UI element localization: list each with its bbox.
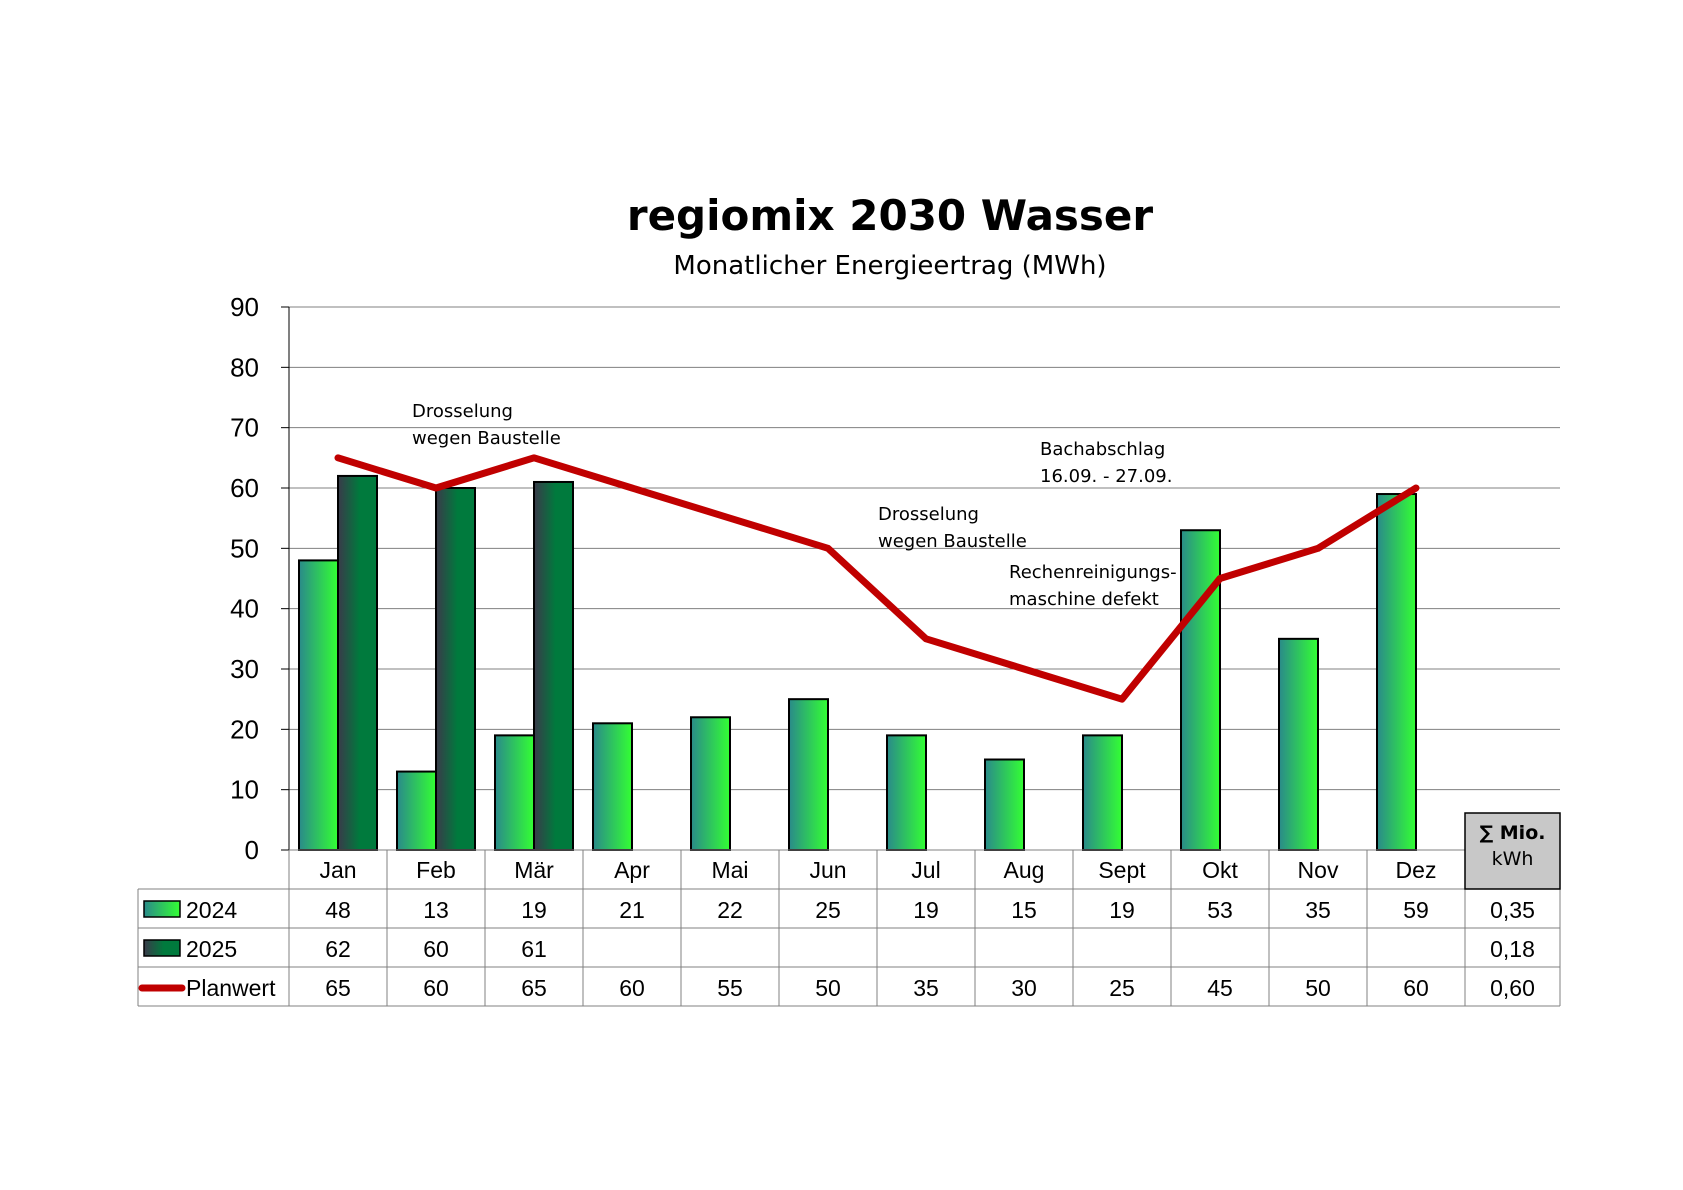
x-tick-label: Aug <box>1004 857 1045 883</box>
bar-2024 <box>298 559 339 852</box>
table-cell-value: 19 <box>521 897 547 923</box>
y-tick-label: 50 <box>230 533 259 563</box>
table-cell-value: 55 <box>717 975 743 1001</box>
y-tick-label: 80 <box>230 352 259 382</box>
bar-2025 <box>435 487 476 851</box>
x-tick-label: Feb <box>416 857 456 883</box>
bar-2024 <box>1082 734 1123 851</box>
table-cell-value: 48 <box>325 897 351 923</box>
annotation-text: wegen Baustelle <box>878 531 1027 552</box>
bar-2024 <box>1180 529 1221 851</box>
table-cell-value: 15 <box>1011 897 1037 923</box>
table-cell-value: 19 <box>913 897 939 923</box>
table-cell-value: 35 <box>1305 897 1331 923</box>
annotation-text: Drosselung <box>878 504 979 525</box>
table-cell-value: 61 <box>521 936 547 962</box>
table-cell-value: 21 <box>619 897 645 923</box>
bar-2024 <box>984 758 1025 851</box>
y-axis-ticks: 0 10 20 30 40 50 60 70 80 90 <box>230 292 259 865</box>
table-cell-value: 22 <box>717 897 743 923</box>
chart-title: regiomix 2030 Wasser <box>627 191 1154 240</box>
x-tick-label: Jul <box>911 857 940 883</box>
x-tick-label: Mär <box>514 857 554 883</box>
table-cell-value: 60 <box>423 975 449 1001</box>
table-cell-value: 65 <box>325 975 351 1001</box>
annotation-text: maschine defekt <box>1009 589 1159 610</box>
annotation-text: Bachabschlag <box>1040 439 1165 460</box>
legend-swatch-2024 <box>143 900 181 918</box>
table-cell-value: 50 <box>815 975 841 1001</box>
bar-2024 <box>592 722 633 851</box>
bars <box>298 474 1417 852</box>
table-sum-value: 0,60 <box>1490 975 1535 1001</box>
table-cell-value: 60 <box>619 975 645 1001</box>
legend-label: Planwert <box>186 975 276 1001</box>
y-tick-label: 30 <box>230 654 259 684</box>
table-cell-value: 50 <box>1305 975 1331 1001</box>
y-tick-label: 40 <box>230 594 259 624</box>
bar-2025 <box>337 474 378 851</box>
chart-subtitle: Monatlicher Energieertrag (MWh) <box>673 251 1106 281</box>
table-sum-value: 0,18 <box>1490 936 1535 962</box>
legend-label: 2025 <box>186 936 237 962</box>
table-cell-value: 30 <box>1011 975 1037 1001</box>
legend-swatch-2025 <box>143 939 181 957</box>
annotation-text: wegen Baustelle <box>412 428 561 449</box>
bar-2024 <box>690 716 731 851</box>
bar-2024 <box>1376 493 1417 851</box>
table-cell-value: 60 <box>423 936 449 962</box>
y-tick-label: 0 <box>245 835 259 865</box>
sum-header-box <box>1464 812 1561 890</box>
x-tick-label: Okt <box>1202 857 1238 883</box>
annotations: Drosselung wegen Baustelle Bachabschlag 16.… <box>412 401 1177 610</box>
annotation-text: Rechenreinigungs- <box>1009 562 1177 583</box>
data-table: Jan Feb Mär Apr Mai Jun Jul Aug Sept Okt Nov Dez ∑ M… <box>137 812 1561 1007</box>
x-tick-label: Nov <box>1298 857 1339 883</box>
sum-header-line1: ∑ Mio. <box>1480 822 1546 844</box>
annotation-text: Drosselung <box>412 401 513 422</box>
bar-2024 <box>396 770 437 851</box>
sum-header-line2: kWh <box>1492 848 1534 870</box>
y-tick-label: 10 <box>230 775 259 805</box>
y-tick-label: 60 <box>230 473 259 503</box>
y-tick-label: 20 <box>230 714 259 744</box>
y-tick-label: 90 <box>230 292 259 322</box>
bar-2025 <box>533 480 574 851</box>
table-cell-value: 25 <box>1109 975 1135 1001</box>
table-cell-value: 13 <box>423 897 449 923</box>
table-cell-value: 53 <box>1207 897 1233 923</box>
legend-label: 2024 <box>186 897 237 923</box>
x-tick-label: Jan <box>319 857 356 883</box>
bar-2024 <box>788 698 829 852</box>
table-cell-value: 45 <box>1207 975 1233 1001</box>
x-tick-label: Dez <box>1396 857 1437 883</box>
bar-2024 <box>886 734 927 851</box>
table-cell-value: 65 <box>521 975 547 1001</box>
bar-2024 <box>494 734 535 851</box>
annotation-text: 16.09. - 27.09. <box>1040 466 1172 487</box>
table-cell-value: 60 <box>1403 975 1429 1001</box>
x-tick-label: Apr <box>614 857 650 883</box>
table-cell-value: 59 <box>1403 897 1429 923</box>
x-tick-label: Mai <box>711 857 748 883</box>
planwert-line <box>334 454 1420 703</box>
y-tick-label: 70 <box>230 413 259 443</box>
table-cell-value: 62 <box>325 936 351 962</box>
table-sum-value: 0,35 <box>1490 897 1535 923</box>
table-cell-value: 19 <box>1109 897 1135 923</box>
table-cell-value: 35 <box>913 975 939 1001</box>
x-tick-label: Jun <box>809 857 846 883</box>
table-cell-value: 25 <box>815 897 841 923</box>
bar-2024 <box>1278 637 1319 851</box>
planwert-series-line <box>334 454 1420 703</box>
x-tick-label: Sept <box>1098 857 1146 883</box>
